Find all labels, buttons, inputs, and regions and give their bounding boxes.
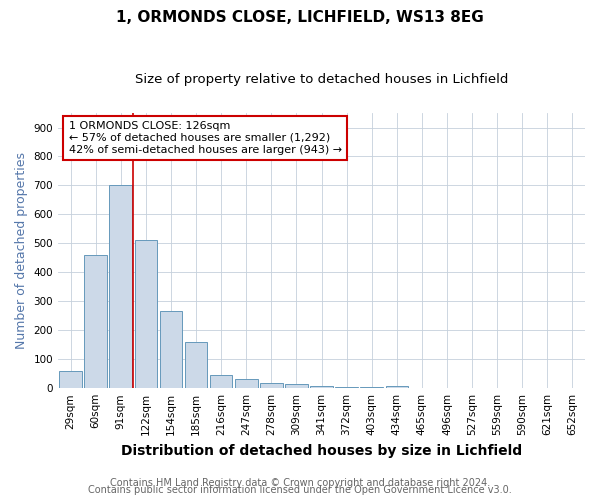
Bar: [109, 186, 132, 388]
Bar: [285, 384, 308, 388]
X-axis label: Distribution of detached houses by size in Lichfield: Distribution of detached houses by size …: [121, 444, 522, 458]
Bar: [310, 386, 333, 388]
Text: Contains public sector information licensed under the Open Government Licence v3: Contains public sector information licen…: [88, 485, 512, 495]
Text: Contains HM Land Registry data © Crown copyright and database right 2024.: Contains HM Land Registry data © Crown c…: [110, 478, 490, 488]
Y-axis label: Number of detached properties: Number of detached properties: [15, 152, 28, 349]
Bar: [260, 383, 283, 388]
Bar: [235, 378, 257, 388]
Text: 1, ORMONDS CLOSE, LICHFIELD, WS13 8EG: 1, ORMONDS CLOSE, LICHFIELD, WS13 8EG: [116, 10, 484, 25]
Bar: [59, 371, 82, 388]
Bar: [160, 312, 182, 388]
Bar: [386, 386, 408, 388]
Bar: [134, 240, 157, 388]
Text: 1 ORMONDS CLOSE: 126sqm
← 57% of detached houses are smaller (1,292)
42% of semi: 1 ORMONDS CLOSE: 126sqm ← 57% of detache…: [68, 122, 342, 154]
Bar: [85, 255, 107, 388]
Bar: [185, 342, 208, 388]
Title: Size of property relative to detached houses in Lichfield: Size of property relative to detached ho…: [135, 72, 508, 86]
Bar: [210, 374, 232, 388]
